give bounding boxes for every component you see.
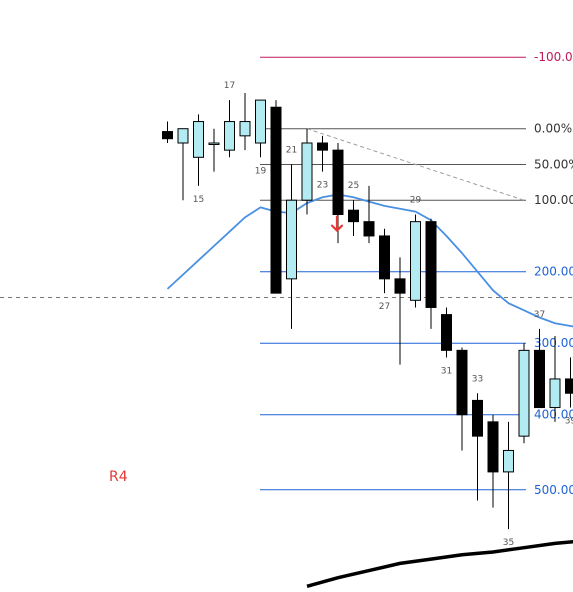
candle-body-28 <box>394 278 406 294</box>
candle-body-18 <box>239 121 251 137</box>
candle-21 <box>286 164 297 329</box>
candlestick-series <box>162 92 573 530</box>
candle-body-36 <box>518 349 530 437</box>
fib-level-label-0: -100.00% (6,067.00) <box>534 50 573 64</box>
candle-body-37 <box>534 349 545 409</box>
candle-body-30 <box>425 221 437 308</box>
candle-body-38 <box>549 378 561 409</box>
candle-19 <box>255 99 266 158</box>
candle-22 <box>301 128 313 215</box>
candle-36 <box>518 343 530 444</box>
candle-14 <box>177 128 189 201</box>
candle-37 <box>534 328 545 409</box>
candle-20 <box>270 100 282 294</box>
candle-body-33 <box>472 399 483 437</box>
bar-number-17: 17 <box>224 81 235 91</box>
candle-body-23 <box>317 142 328 151</box>
bar-number-29: 29 <box>410 196 422 206</box>
chart-annotations: R4 <box>109 215 344 485</box>
candle-30 <box>425 218 437 329</box>
fib-level-label-2: 50.00% (6,059.50) <box>534 157 573 171</box>
candle-body-19 <box>255 99 266 144</box>
candle-body-31 <box>441 314 452 351</box>
bar-number-27: 27 <box>379 302 390 312</box>
bar-number-labels: 15171921232527293133353739414345474951 <box>193 81 573 548</box>
candle-body-34 <box>487 421 499 473</box>
fib-level-label-4: 200.00% (6,052.00) <box>534 265 573 279</box>
chart-lines <box>0 128 573 588</box>
candle-31 <box>441 307 452 358</box>
candle-38 <box>549 336 561 422</box>
candle-13 <box>162 121 173 143</box>
bar-number-35: 35 <box>503 538 514 548</box>
bar-number-37: 37 <box>534 310 545 320</box>
down-arrow-icon <box>330 215 344 232</box>
r4-annotation: R4 <box>109 469 128 485</box>
candle-29 <box>410 214 421 308</box>
bar-number-21: 21 <box>286 145 297 155</box>
candle-body-21 <box>286 199 297 280</box>
bar-number-15: 15 <box>193 195 204 205</box>
fib-level-label-7: 500.00% (6,036.75) <box>534 483 573 497</box>
fibonacci-extension: -100.00% (6,067.00) 0.00% (6,062.00) 50.00… <box>260 50 573 497</box>
candle-body-29 <box>410 221 421 301</box>
candle-body-14 <box>177 128 189 144</box>
candle-23 <box>317 135 328 172</box>
candle-body-16 <box>208 142 220 145</box>
bar-number-19: 19 <box>255 166 267 176</box>
candle-26 <box>363 185 375 244</box>
candle-39 <box>565 357 573 408</box>
candle-16 <box>208 128 220 172</box>
candle-33 <box>472 393 483 501</box>
moving-average-fast-line <box>166 193 573 328</box>
candle-32 <box>456 347 468 451</box>
candle-17 <box>224 100 235 158</box>
bar-number-23: 23 <box>317 181 328 191</box>
candle-body-24 <box>332 149 344 215</box>
bar-number-25: 25 <box>348 181 359 191</box>
candle-35 <box>503 421 514 530</box>
candle-34 <box>487 414 499 508</box>
candle-body-17 <box>224 121 235 151</box>
candle-body-26 <box>363 221 375 237</box>
candle-27 <box>379 228 390 294</box>
candle-18 <box>239 92 251 151</box>
trend-line <box>306 128 525 201</box>
candle-body-39 <box>565 378 573 394</box>
candle-body-15 <box>193 121 204 158</box>
bar-number-39: 39 <box>565 417 573 427</box>
fib-level-label-3: 100.00% (6,057.00) <box>534 193 573 207</box>
candle-body-22 <box>301 142 313 201</box>
candle-body-27 <box>379 235 390 280</box>
candle-25 <box>348 200 359 236</box>
candle-body-25 <box>348 209 359 223</box>
candle-body-32 <box>456 349 468 416</box>
fib-level-label-1: 0.00% (6,062.00) <box>534 122 573 136</box>
candle-15 <box>193 114 204 186</box>
bar-number-33: 33 <box>472 374 483 384</box>
candle-body-13 <box>162 131 173 140</box>
candle-28 <box>394 257 406 365</box>
candle-body-35 <box>503 449 514 473</box>
fib-level-label-6: 400.00% (6,042.00) <box>534 408 573 422</box>
fib-level-label-5: 300.00% (6,047.00) <box>534 336 573 350</box>
bar-number-31: 31 <box>441 367 452 377</box>
moving-average-slow-line <box>306 539 573 588</box>
candle-body-20 <box>270 106 282 294</box>
